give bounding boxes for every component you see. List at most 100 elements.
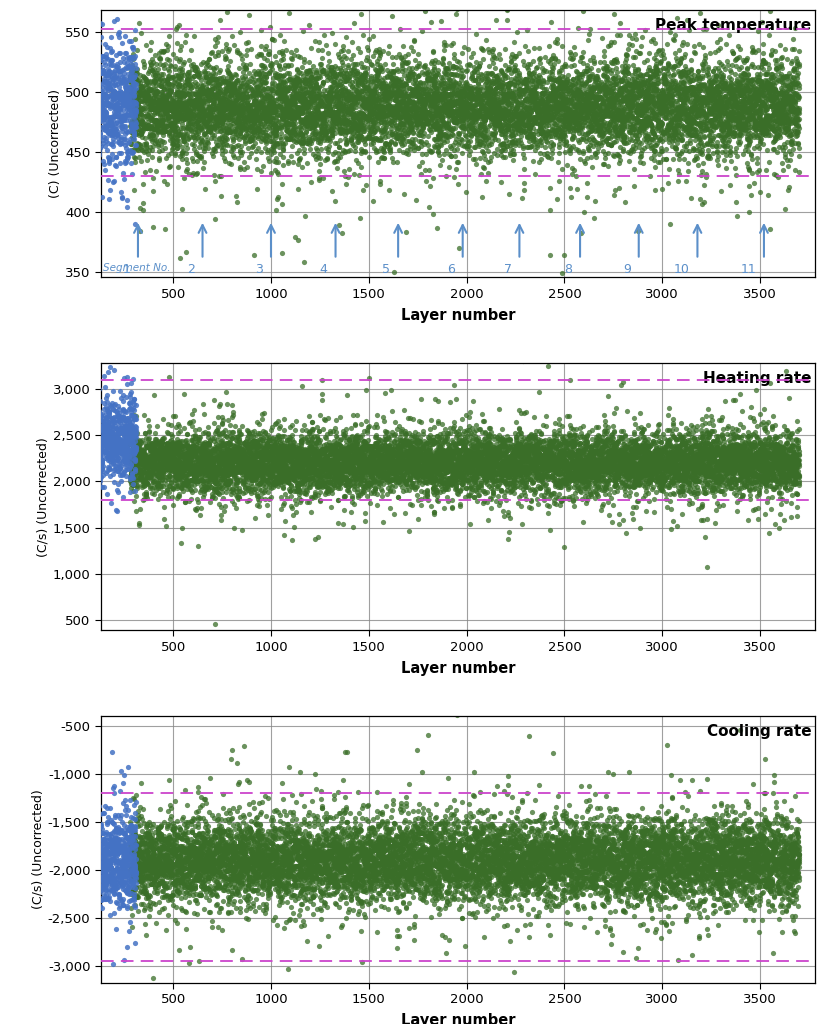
Point (426, 829, 439, 846)
Point (360, 853, 374, 869)
Point (412, 93, 425, 110)
Point (592, 437, 606, 454)
Point (459, 441, 473, 458)
Point (461, 463, 475, 479)
Point (272, 77, 286, 93)
Point (381, 99, 394, 116)
Point (564, 812, 578, 828)
Point (201, 872, 214, 889)
Point (217, 882, 230, 898)
Point (327, 477, 340, 494)
Point (150, 444, 163, 461)
Point (636, 891, 649, 907)
Point (401, 141, 414, 158)
Point (545, 452, 559, 468)
Point (273, 84, 286, 100)
Point (98, 432, 112, 449)
Point (82, 453, 96, 469)
Point (87, 822, 101, 839)
Point (791, 90, 805, 106)
Point (377, 452, 391, 468)
Point (194, 833, 207, 849)
Point (491, 833, 504, 849)
Point (155, 870, 168, 887)
Point (550, 191, 564, 208)
Point (650, 450, 664, 466)
Point (378, 106, 391, 123)
Point (722, 84, 736, 100)
Point (442, 435, 455, 452)
Point (472, 446, 486, 463)
Point (732, 444, 746, 461)
Point (619, 822, 633, 839)
Point (735, 893, 748, 909)
Point (223, 464, 236, 480)
Point (109, 820, 123, 837)
Point (536, 849, 549, 865)
Point (165, 115, 179, 131)
Point (438, 500, 451, 516)
Point (586, 95, 600, 112)
Point (123, 79, 137, 95)
Point (441, 885, 454, 901)
Point (331, 858, 344, 874)
Point (622, 879, 636, 895)
Point (530, 109, 543, 125)
Point (281, 876, 295, 892)
Point (623, 464, 637, 480)
Point (607, 837, 621, 853)
Point (74, 853, 87, 869)
Point (149, 446, 162, 463)
Point (239, 891, 253, 907)
Point (197, 860, 211, 877)
Point (300, 933, 313, 949)
Point (612, 874, 626, 891)
Point (753, 479, 767, 496)
Point (431, 842, 444, 858)
Point (519, 865, 533, 882)
Point (414, 850, 428, 866)
Point (453, 459, 466, 475)
Point (192, 826, 205, 843)
Point (178, 74, 192, 90)
Point (595, 896, 608, 912)
Point (365, 105, 378, 122)
Point (611, 841, 624, 857)
Point (270, 473, 283, 489)
Point (160, 71, 173, 87)
Point (425, 142, 438, 159)
Point (322, 861, 335, 878)
Point (499, 886, 512, 902)
Point (373, 855, 386, 871)
Point (121, 410, 134, 426)
Point (164, 459, 177, 475)
Point (642, 81, 655, 97)
Point (173, 60, 186, 77)
Point (455, 465, 469, 481)
Point (457, 439, 470, 456)
Point (559, 94, 572, 111)
Point (108, 445, 121, 462)
Point (520, 90, 533, 106)
Point (114, 870, 128, 887)
Point (380, 114, 393, 130)
Point (500, 436, 513, 453)
Point (330, 844, 344, 860)
Point (690, 452, 704, 468)
Point (106, 851, 119, 867)
Point (435, 837, 449, 853)
Point (400, 445, 413, 462)
Point (230, 803, 244, 819)
Point (437, 456, 450, 472)
Point (349, 93, 362, 110)
Point (528, 442, 542, 459)
Point (760, 843, 774, 859)
Point (477, 127, 491, 143)
Point (326, 103, 339, 120)
Point (664, 878, 677, 894)
Point (132, 838, 145, 854)
Point (396, 453, 409, 469)
Point (468, 880, 481, 896)
Point (311, 816, 324, 833)
Point (617, 70, 630, 86)
